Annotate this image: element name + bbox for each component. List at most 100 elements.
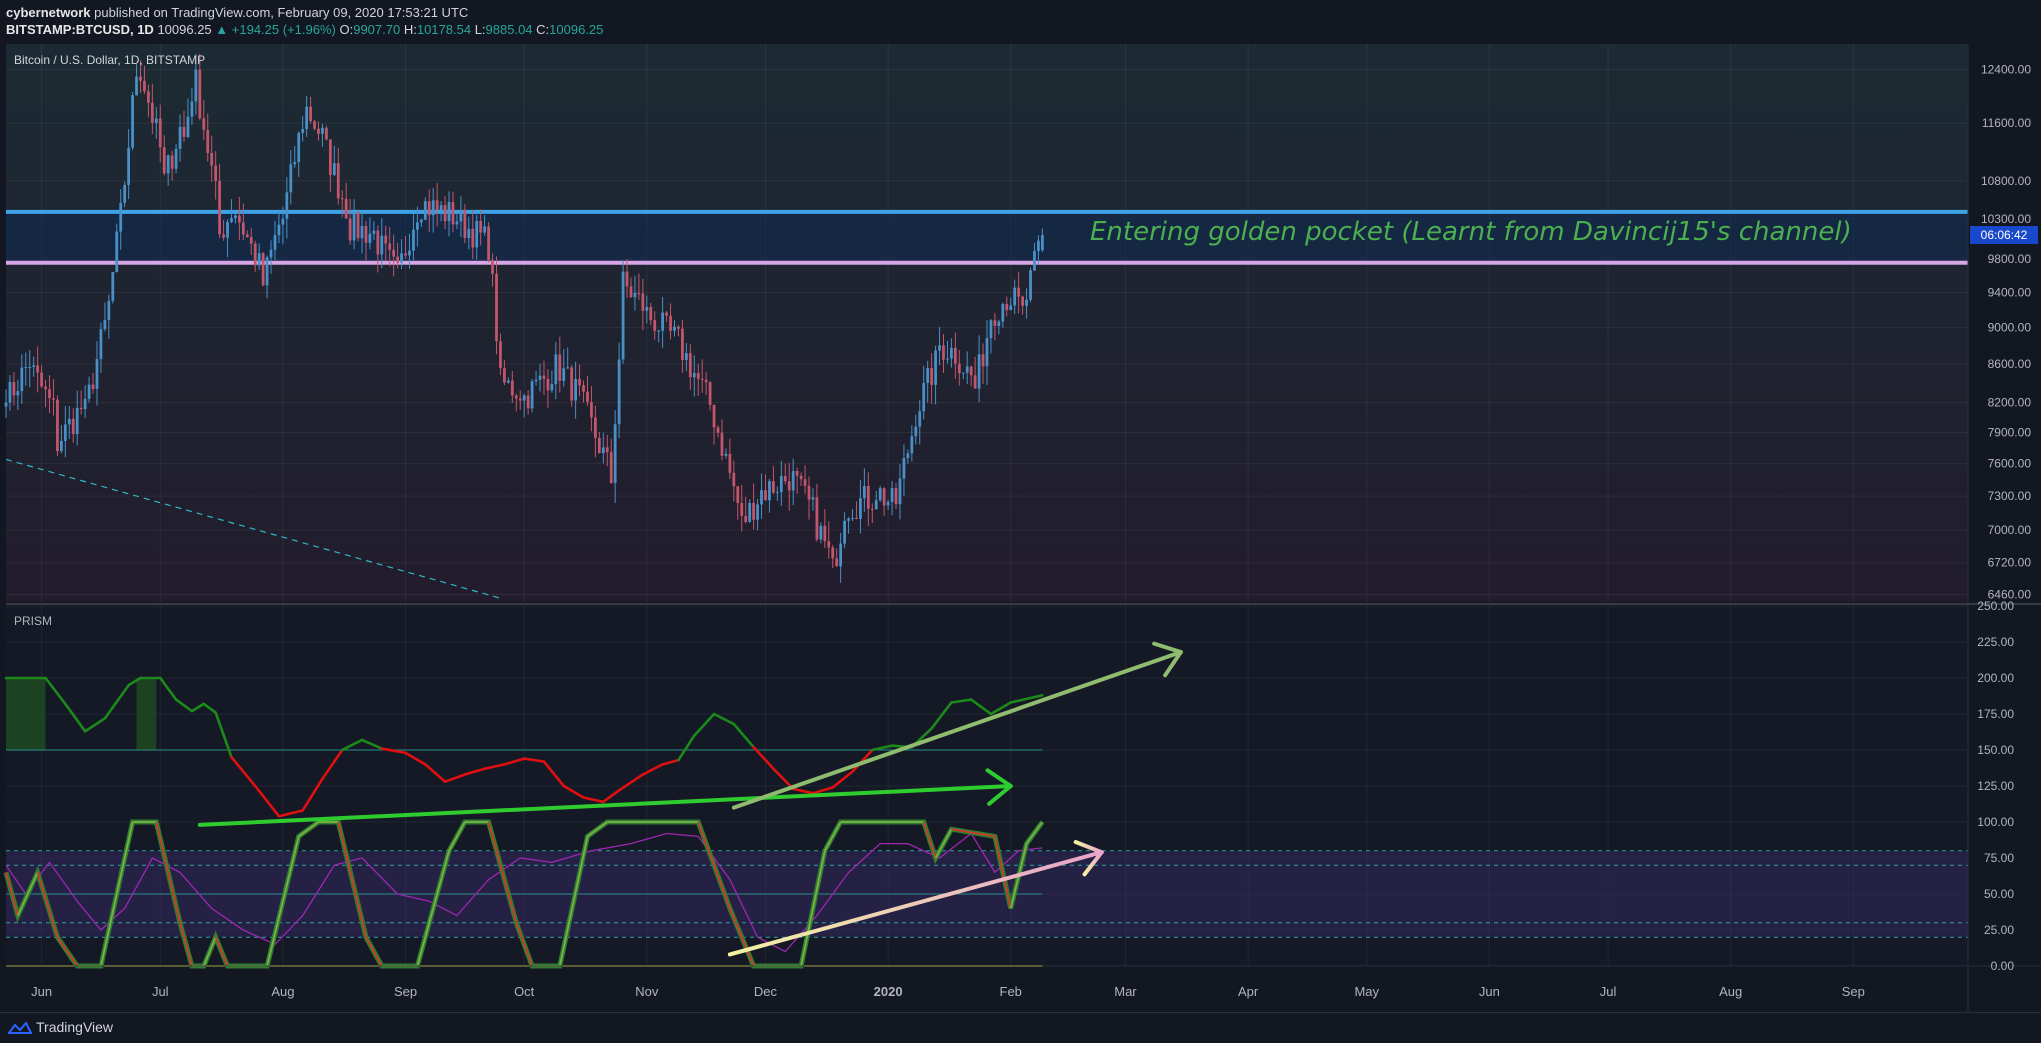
candle [712, 404, 716, 445]
candle [491, 253, 494, 287]
candle-body [566, 367, 570, 369]
prism-oscillator-segment [179, 922, 193, 967]
prism-oscillator-segment [202, 936, 217, 967]
price-horizontal-lines[interactable] [5, 209, 1968, 599]
price-axis-labels[interactable]: 12400.00 11600.00 10800.00 10300.00 9800.00 9… [1981, 63, 2031, 602]
ohlc-info: BITSTAMP:BTCUSD, 1D 10096.25 ▲ +194.25 (… [6, 22, 603, 37]
candle [368, 217, 372, 250]
prism-oscillator-segment [214, 936, 229, 967]
tradingview-logo-icon[interactable] [8, 1021, 32, 1035]
overbought-shade [136, 678, 157, 750]
candle [851, 509, 854, 522]
candle [127, 129, 131, 200]
candlestick-series[interactable] [4, 53, 1044, 583]
candle [704, 371, 708, 395]
candle-body [827, 541, 831, 548]
candle [139, 60, 142, 93]
candle-body [1040, 235, 1044, 251]
symbol-label[interactable]: BITSTAMP:BTCUSD, 1D [6, 22, 154, 37]
candle [799, 472, 803, 487]
golden-pocket-annotation[interactable]: Entering golden pocket (Learnt from Davi… [1090, 217, 1852, 247]
candle-body [269, 249, 273, 258]
candle [930, 353, 934, 404]
candle-body [886, 501, 890, 506]
candle-body [135, 76, 138, 96]
candle-body [641, 293, 645, 311]
candle [321, 123, 324, 147]
candle [154, 106, 158, 139]
candle [435, 183, 439, 227]
candle [20, 354, 24, 404]
candle [977, 335, 981, 403]
candle [597, 431, 601, 454]
candle [760, 473, 763, 519]
candle-body [210, 152, 214, 166]
tradingview-brand[interactable]: TradingView [36, 1019, 114, 1035]
candle-body [953, 347, 957, 364]
candle [764, 474, 767, 501]
prism-momentum-segment [503, 757, 526, 766]
candle-body [546, 378, 550, 391]
candle-body [360, 225, 364, 239]
candle-body [321, 127, 324, 134]
prism-oscillator-segment [922, 821, 937, 859]
candle-body [44, 386, 47, 390]
candle [71, 408, 75, 443]
candle [467, 216, 471, 250]
time-tick-label: Aug [271, 984, 294, 999]
candle-body [973, 375, 977, 389]
candle [87, 376, 91, 403]
candle [795, 467, 799, 494]
candle-body [87, 384, 91, 399]
candle-body [756, 504, 759, 520]
author-name[interactable]: cybernetwork [6, 5, 91, 20]
axes[interactable]: 12400.00 11600.00 10800.00 10300.00 9800.00 9… [6, 44, 2041, 1012]
prism-pane[interactable]: PRISM [3, 605, 1968, 969]
candle-body [558, 354, 562, 381]
candle [431, 187, 435, 233]
prism-oscillator-segment [365, 936, 383, 967]
last-price: 10096.25 [157, 22, 212, 37]
prism-oscillator-segment [5, 872, 19, 916]
prism-momentum-segment [83, 717, 107, 733]
candle-body [4, 402, 8, 407]
candle-body [570, 367, 574, 401]
prism-momentum-segment [562, 784, 585, 799]
prism-series[interactable] [3, 641, 1968, 969]
candle [103, 302, 107, 332]
candle-body [985, 338, 989, 367]
candle [586, 376, 589, 406]
candle-body [1033, 251, 1036, 271]
candle [688, 344, 692, 390]
candle-body [309, 106, 312, 122]
candle [1025, 288, 1028, 319]
candle [574, 361, 577, 419]
prism-axis-labels[interactable]: 250.00 225.00 200.00 175.00 150.00 125.00 100.… [1977, 599, 2014, 973]
candle-body [681, 328, 684, 360]
candle-body [783, 476, 787, 482]
candle-body [24, 367, 28, 369]
candle [530, 378, 534, 413]
prism-oscillator-segment [448, 821, 466, 852]
prism-oscillator-segment [515, 922, 533, 967]
candle-body [601, 447, 605, 454]
candle-body [736, 486, 740, 503]
candle-body [198, 69, 202, 119]
candle-body [989, 320, 993, 339]
candle [653, 311, 657, 340]
candle [914, 414, 918, 445]
candle [443, 195, 447, 229]
candle-body [115, 231, 119, 273]
candle-body [768, 481, 771, 501]
prism-momentum-segment [404, 751, 427, 766]
price-pane[interactable]: Bitcoin / U.S. Dollar, 1D, BITSTAMP Ente… [4, 44, 1968, 602]
candle-body [930, 367, 934, 385]
candle-body [293, 162, 297, 165]
prism-oscillator-segment [994, 836, 1012, 909]
prism-momentum-segment [483, 763, 506, 771]
price-change: ▲ +194.25 (+1.96%) [215, 22, 336, 37]
time-axis-labels[interactable]: Jun Jul Aug Sep Oct Nov Dec 2020 Feb Mar Apr May Jun… [31, 984, 1865, 999]
candle [740, 484, 744, 532]
candle [135, 64, 138, 96]
